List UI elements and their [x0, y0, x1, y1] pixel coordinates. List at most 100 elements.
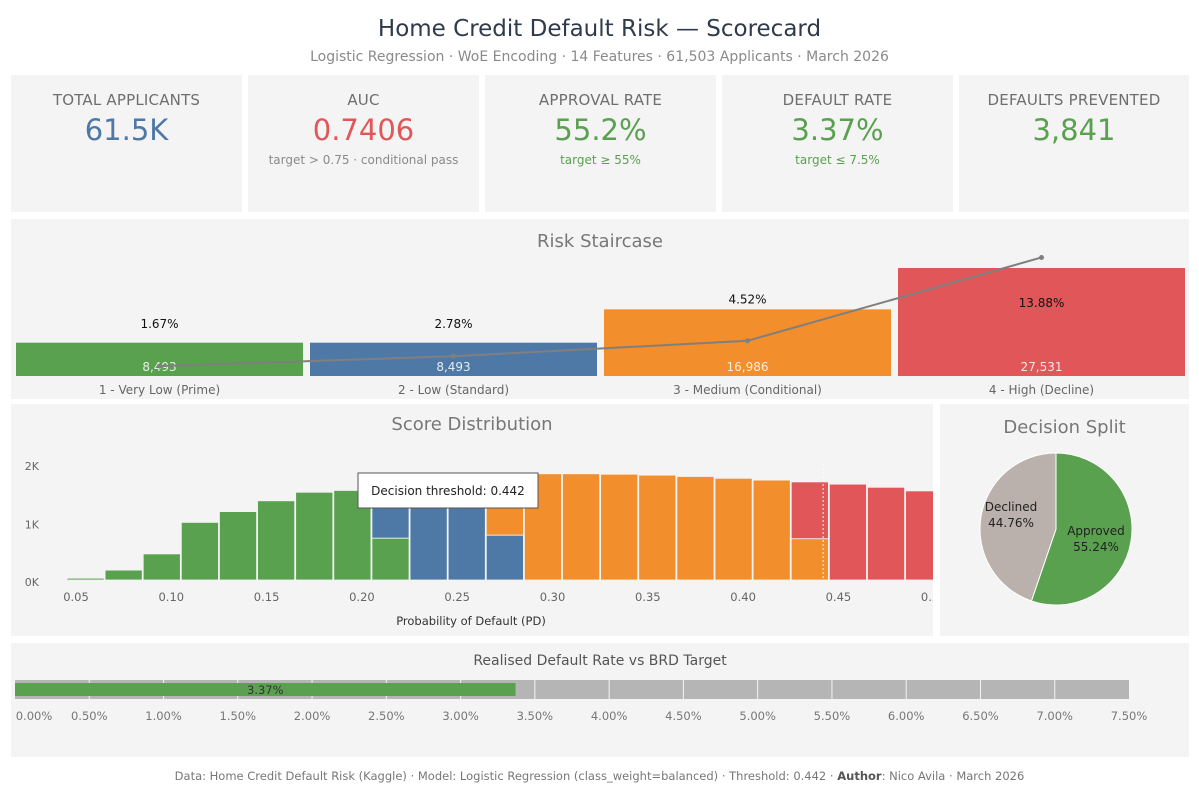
histogram-bar: [562, 473, 601, 581]
histogram-bar: [180, 522, 219, 581]
histogram-bar: [142, 553, 181, 581]
threshold-tooltip-box: [357, 472, 539, 509]
decision-split-pie: Approved 55.24% Declined 44.76%: [979, 452, 1133, 606]
histogram-bar: [790, 538, 829, 581]
staircase-title: Risk Staircase: [537, 231, 663, 252]
x-tick-label: 0.25: [444, 590, 470, 604]
histogram-bar: [219, 511, 257, 581]
bullet-x-tick-label: 6.50%: [962, 709, 999, 723]
kpi-card-default-rate: DEFAULT RATE 3.37% target ≤ 7.5%: [722, 75, 953, 212]
footer-text: Data: Home Credit Default Risk (Kaggle) …: [174, 769, 838, 783]
bullet-x-tick-label: 7.00%: [1036, 709, 1073, 723]
x-tick-label: 0.20: [349, 590, 375, 604]
kpi-card-auc: AUC 0.7406 target > 0.75 · conditional p…: [248, 75, 479, 212]
default-rate-point: [157, 363, 162, 369]
footer-author-label: Author: [837, 769, 882, 783]
histogram-bar: [752, 479, 791, 581]
kpi-note: target ≤ 7.5%: [795, 153, 880, 167]
bullet-x-tick-label: 5.00%: [739, 709, 776, 723]
dashboard-subtitle: Logistic Regression · WoE Encoding · 14 …: [310, 49, 889, 65]
footer: Data: Home Credit Default Risk (Kaggle) …: [0, 769, 1199, 783]
histogram-bar: [371, 537, 410, 581]
decision-split-title: Decision Split: [1003, 417, 1126, 438]
pie-slice-name: Approved: [1067, 524, 1125, 538]
histogram-bar: [638, 474, 677, 581]
bullet-value-bar: [15, 683, 516, 696]
staircase-bar: [16, 342, 303, 376]
bullet-x-tick-label: 1.50%: [220, 709, 257, 723]
bullet-x-tick-label: 7.50%: [1111, 709, 1148, 723]
histogram-bar: [676, 476, 715, 581]
kpi-card-defaults-prevented: DEFAULTS PREVENTED 3,841: [959, 75, 1189, 212]
kpi-note: target ≥ 55%: [560, 153, 641, 167]
default-rate-point: [1039, 254, 1044, 260]
x-tick-label: 0.10: [158, 590, 184, 604]
staircase-count-label: 27,531: [1021, 360, 1063, 374]
kpi-label: APPROVAL RATE: [538, 91, 663, 109]
risk-staircase-panel: Risk Staircase 8,493 1 - Very Low (Prime)…: [11, 219, 1189, 399]
bullet-x-tick-label: 6.00%: [888, 709, 925, 723]
staircase-rate-label: 13.88%: [1019, 296, 1065, 310]
bullet-x-tick-label: 2.50%: [368, 709, 405, 723]
histogram-bar: [66, 577, 105, 581]
default-rate-point: [451, 353, 456, 359]
histogram-bar: [257, 500, 296, 581]
bullet-value-label: 3.37%: [247, 683, 284, 697]
bullet-title: Realised Default Rate vs BRD Target: [473, 653, 727, 669]
bullet-x-tick-label: 3.00%: [442, 709, 479, 723]
footer-author: : Nico Avila · March 2026: [881, 769, 1025, 783]
kpi-card-total-applicants: TOTAL APPLICANTS 61.5K: [11, 75, 242, 212]
pie-slice-value: 55.24%: [1073, 540, 1119, 554]
x-tick-label: 0.45: [826, 590, 852, 604]
threshold-tooltip: Decision threshold: 0.442: [371, 484, 525, 498]
default-rate-point: [745, 338, 750, 344]
x-tick-label: 0.05: [63, 590, 89, 604]
kpi-note: target > 0.75 · conditional pass: [268, 153, 459, 167]
dashboard-title: Home Credit Default Risk — Scorecard: [377, 16, 822, 42]
y-tick-label: 1K: [25, 519, 40, 532]
kpi-label: AUC: [347, 91, 380, 109]
default-rate-bullet-chart: 3.37% 0.00% 0.50% 1.00% 1.50% 2.00% 2.50% 3.00%…: [15, 680, 1148, 723]
bullet-x-tick-label: 5.50%: [814, 709, 851, 723]
kpi-label: DEFAULTS PREVENTED: [987, 91, 1161, 109]
histogram-bar: [790, 481, 829, 540]
histogram-bar: [714, 477, 753, 581]
bullet-x-tick-label: 2.00%: [294, 709, 331, 723]
kpi-value: 0.7406: [312, 113, 415, 147]
histogram-bar: [104, 569, 143, 581]
x-tick-label: 0.40: [730, 590, 756, 604]
bullet-x-tick-label: 0.50%: [71, 709, 108, 723]
x-tick-label: 0.15: [254, 590, 280, 604]
bullet-x-tick-label: 4.00%: [591, 709, 628, 723]
pie-slice: [979, 452, 1057, 602]
kpi-label: TOTAL APPLICANTS: [52, 91, 201, 109]
histogram-bar: [295, 491, 334, 581]
histogram-bar: [600, 473, 639, 581]
kpi-value: 55.2%: [554, 113, 647, 147]
pie-slice: [1030, 452, 1133, 606]
kpi-value: 3.37%: [791, 113, 884, 147]
decision-split-panel: Decision Split Approved 55.24% Declined 44.…: [940, 404, 1189, 636]
staircase-rate-label: 4.52%: [728, 292, 766, 306]
staircase-count-label: 16,986: [727, 360, 769, 374]
staircase-category-label: 1 - Very Low (Prime): [99, 383, 220, 397]
kpi-card-approval-rate: APPROVAL RATE 55.2% target ≥ 55%: [485, 75, 716, 212]
histogram-bar: [867, 486, 906, 581]
bullet-x-tick-label: 4.50%: [665, 709, 702, 723]
default-rate-line: [159, 256, 1042, 368]
staircase-category-label: 2 - Low (Standard): [398, 383, 509, 397]
histogram-bar: [828, 483, 867, 581]
distribution-title: Score Distribution: [391, 414, 553, 435]
pie-slice-value: 44.76%: [988, 516, 1034, 530]
score-distribution-chart: 0K 1K 2K 0.05 0.10 0.15 0.20 0.25 0.30 0.35 0.40 0.…: [25, 460, 933, 628]
y-tick-label: 2K: [25, 460, 40, 473]
pie-slice-name: Declined: [985, 500, 1038, 514]
x-tick-label: 0.50: [921, 590, 933, 604]
kpi-value: 61.5K: [84, 113, 169, 147]
bullet-x-tick-label: 1.00%: [145, 709, 182, 723]
bullet-x-tick-label: 0.00%: [16, 709, 53, 723]
default-rate-bullet-panel: Realised Default Rate vs BRD Target 3.37…: [11, 643, 1189, 757]
score-distribution-panel: Score Distribution 0K 1K 2K 0.05 0.10 0.15 0.2…: [11, 404, 933, 636]
staircase-count-label: 8,493: [436, 360, 470, 374]
